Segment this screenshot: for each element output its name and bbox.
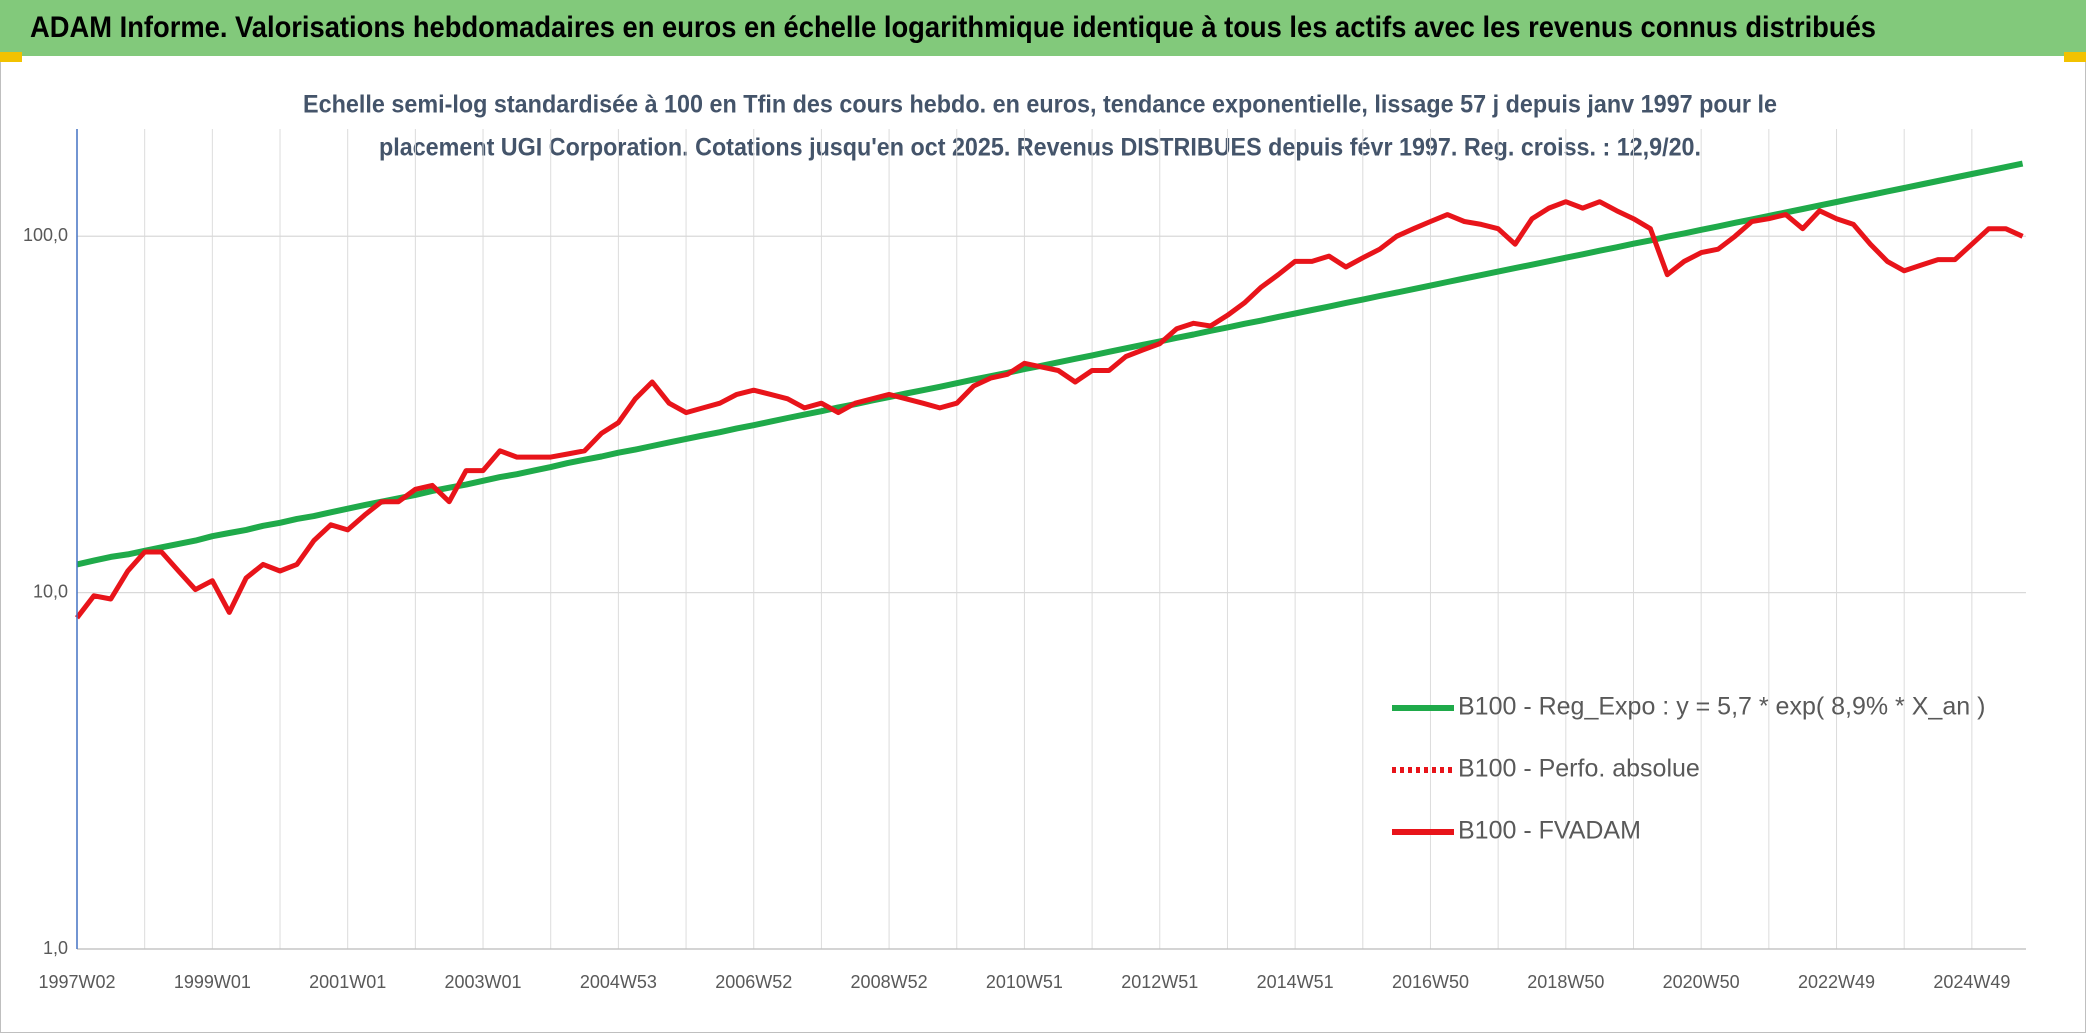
corner-mark	[0, 52, 22, 62]
legend-label: B100 - Perfo. absolue	[1458, 755, 1700, 783]
chart-subtitle: placement UGI Corporation. Cotations jus…	[379, 134, 1701, 162]
x-tick-label: 2014W51	[1257, 972, 1334, 992]
chart-subtitle: Echelle semi-log standardisée à 100 en T…	[303, 91, 1777, 119]
x-tick-label: 2001W01	[309, 972, 386, 992]
legend: B100 - Reg_Expo : y = 5,7 * exp( 8,9% * …	[1392, 693, 1985, 845]
legend-label: B100 - FVADAM	[1458, 817, 1641, 845]
grid: 1997W02 1999W01 2001W01 2003W01 2004W53 2006W…	[23, 129, 2026, 992]
x-tick-label: 2022W49	[1798, 972, 1875, 992]
y-tick-label: 1,0	[43, 938, 68, 958]
series-line	[75, 199, 2024, 620]
x-tick-label: 2010W51	[986, 972, 1063, 992]
x-tick-label: 1997W02	[38, 972, 115, 992]
x-tick-label: 2018W50	[1527, 972, 1604, 992]
x-tick-label: 2004W53	[580, 972, 657, 992]
chart-title: ADAM Informe. Valorisations hebdomadaire…	[30, 11, 1876, 44]
y-tick-label: 100,0	[23, 225, 68, 245]
x-tick-label: 2006W52	[715, 972, 792, 992]
legend-label: B100 - Reg_Expo : y = 5,7 * exp( 8,9% * …	[1458, 693, 1985, 721]
corner-mark	[2064, 52, 2086, 62]
title-banner	[0, 0, 2086, 56]
y-tick-label: 10,0	[33, 581, 68, 601]
x-tick-label: 2012W51	[1121, 972, 1198, 992]
x-tick-label: 2016W50	[1392, 972, 1469, 992]
x-tick-label: 2024W49	[1933, 972, 2010, 992]
plot	[75, 160, 2024, 620]
x-tick-label: 2008W52	[851, 972, 928, 992]
x-tick-label: 2020W50	[1663, 972, 1740, 992]
x-tick-label: 1999W01	[174, 972, 251, 992]
x-tick-label: 2003W01	[445, 972, 522, 992]
